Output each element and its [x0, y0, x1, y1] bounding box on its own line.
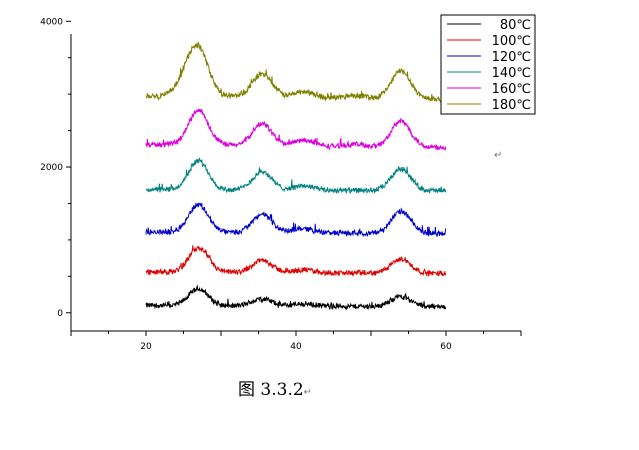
- legend-label: 180℃: [492, 98, 531, 113]
- chart-return-mark: ↵: [494, 150, 503, 161]
- y-tick-label: 0: [57, 309, 63, 319]
- series-line-1: [145, 245, 447, 278]
- x-tick-label: 60: [440, 342, 452, 352]
- series-line-2: [145, 202, 447, 238]
- caption-return-mark: ↵: [303, 387, 313, 398]
- legend-label: 120℃: [492, 50, 531, 65]
- legend-label: 160℃: [492, 82, 531, 97]
- legend-label: 140℃: [492, 66, 531, 81]
- y-tick-label: 2000: [40, 163, 63, 173]
- series-line-4: [145, 108, 447, 151]
- x-tick-label: 20: [140, 342, 152, 352]
- figure-caption: 图 3.3.2↵: [238, 375, 312, 400]
- legend-label: 80℃: [500, 18, 531, 33]
- legend-label: 100℃: [492, 34, 531, 49]
- series-line-3: [145, 156, 447, 195]
- axes: 0 2000 4000 20 40 60: [40, 17, 522, 352]
- legend-box: [440, 14, 536, 115]
- y-tick-label: 4000: [40, 17, 63, 27]
- series-line-0: [145, 284, 447, 311]
- series-line-5: [145, 41, 447, 104]
- caption-text: 图 3.3.2: [238, 380, 304, 400]
- series-group: [145, 41, 447, 311]
- x-tick-label: 40: [290, 342, 302, 352]
